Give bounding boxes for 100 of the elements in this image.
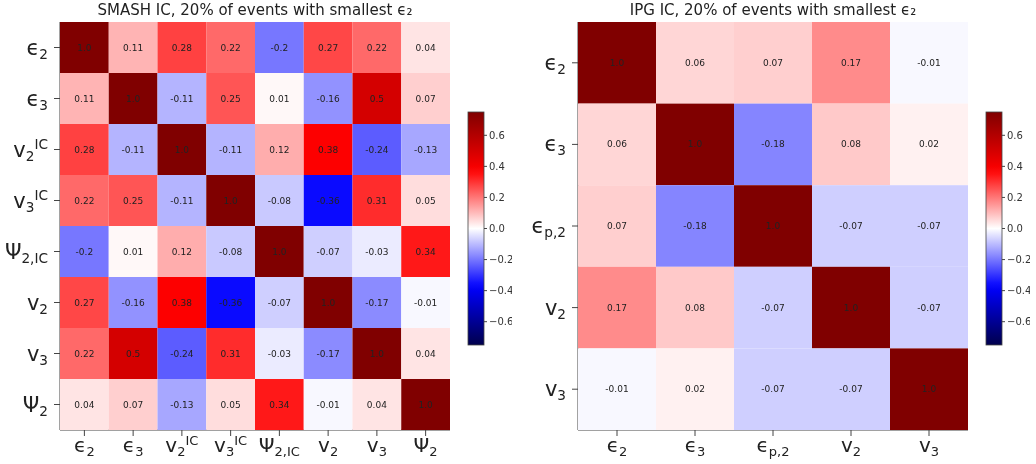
data-label: -0.03 xyxy=(267,348,292,359)
data-label: 0.07 xyxy=(415,93,436,104)
data-label: -0.16 xyxy=(316,93,341,104)
data-label: -0.17 xyxy=(316,348,340,359)
color-bar-label: −0.4 xyxy=(489,285,514,297)
data-label: 0.04 xyxy=(366,399,388,410)
data-label: -0.13 xyxy=(170,399,194,410)
data-label: -0.07 xyxy=(839,221,863,231)
data-label: -0.24 xyxy=(170,348,194,359)
data-label: 1.0 xyxy=(765,221,781,231)
y-tick-label: v$_{3}$ xyxy=(26,341,48,368)
data-label: -0.07 xyxy=(316,246,340,257)
data-label: 0.22 xyxy=(366,42,387,53)
data-label: 0.28 xyxy=(74,144,95,155)
data-label: 0.17 xyxy=(606,302,628,313)
data-label: 0.06 xyxy=(606,139,628,150)
data-label: 0.31 xyxy=(220,348,241,359)
data-label: 0.12 xyxy=(269,144,290,155)
data-label: -0.36 xyxy=(218,297,243,308)
data-label: -0.18 xyxy=(683,221,707,231)
y-tick-label: ϵ$_{2}$ xyxy=(544,50,566,77)
data-label: 0.27 xyxy=(74,297,95,308)
y-tick-label: Ψ$_{2,IC}$ xyxy=(4,239,48,266)
y-tick-label: v$_{2}$ xyxy=(544,295,566,322)
data-label: 1.0 xyxy=(77,42,92,53)
color-bar-label: −0.2 xyxy=(1007,254,1032,266)
color-bar-label: −0.2 xyxy=(489,254,514,266)
data-label: 0.22 xyxy=(74,195,95,206)
chart-title: SMASH IC, 20% of events with smallest ϵ₂ xyxy=(96,0,414,20)
data-label: 0.31 xyxy=(366,195,387,206)
data-label: -0.11 xyxy=(218,144,243,155)
data-label: 0.06 xyxy=(684,57,706,68)
x-tick-label: ϵ$_{3}$ xyxy=(684,433,706,459)
data-label: 0.04 xyxy=(415,42,436,53)
data-label: -0.03 xyxy=(365,246,389,257)
data-label: 0.5 xyxy=(369,93,385,104)
y-tick-label: ϵ$_{p,2}$ xyxy=(531,214,566,241)
data-label: 0.27 xyxy=(318,42,339,53)
data-label: 0.5 xyxy=(125,348,141,359)
data-label: -0.01 xyxy=(917,57,941,68)
color-bar-label: 0.2 xyxy=(489,191,505,203)
data-label: -0.07 xyxy=(761,384,785,395)
color-bar-label: −0.6 xyxy=(1007,316,1032,328)
x-tick-label: ϵ$_{p,2}$ xyxy=(756,433,790,459)
chart-title: IPG IC, 20% of events with smallest ϵ₂ xyxy=(628,0,918,20)
color-bar-label: −0.4 xyxy=(1007,285,1032,297)
data-label: 0.05 xyxy=(415,195,436,206)
data-label: 0.34 xyxy=(415,246,436,257)
data-label: 0.38 xyxy=(171,297,193,308)
data-label: 0.22 xyxy=(220,42,241,53)
data-label: 0.38 xyxy=(318,144,339,155)
data-label: -0.2 xyxy=(75,246,94,257)
data-label: 0.07 xyxy=(123,399,144,410)
data-label: 1.0 xyxy=(369,348,385,359)
data-label: -0.07 xyxy=(267,297,292,308)
x-tick-label: Ψ$_{2}$ xyxy=(413,433,438,459)
x-tick-label: v$_{3}$ xyxy=(918,433,940,459)
data-label: -0.36 xyxy=(316,195,341,206)
data-label: -0.2 xyxy=(270,42,289,53)
color-bar-label: −0.6 xyxy=(489,316,514,328)
color-bar-label: 0.2 xyxy=(1007,191,1023,203)
data-label: 0.07 xyxy=(606,221,628,231)
data-label: 0.01 xyxy=(123,246,144,257)
data-label: 0.04 xyxy=(74,399,95,410)
data-label: -0.11 xyxy=(121,144,145,155)
data-label: 0.01 xyxy=(269,93,290,104)
data-label: 0.17 xyxy=(840,57,862,68)
data-label: -0.01 xyxy=(316,399,340,410)
y-tick-label: ϵ$_{2}$ xyxy=(26,35,48,62)
data-label: 0.08 xyxy=(684,302,706,313)
data-label: 0.25 xyxy=(220,93,241,104)
y-tick-label: v$_{3}$ xyxy=(544,377,566,404)
color-bar-label: 0.6 xyxy=(1007,129,1023,141)
data-label: 1.0 xyxy=(174,144,190,155)
data-label: -0.18 xyxy=(761,139,785,150)
data-label: 1.0 xyxy=(125,93,141,104)
data-label: 0.05 xyxy=(220,399,241,410)
y-tick-label: v$_{2}$ xyxy=(26,290,48,317)
data-label: 0.07 xyxy=(762,57,784,68)
data-label: -0.08 xyxy=(267,195,292,206)
x-tick-label: v$_{3}$ xyxy=(366,433,387,459)
color-bar-label: 0.4 xyxy=(489,160,505,172)
data-label: -0.11 xyxy=(170,93,194,104)
data-label: 1.0 xyxy=(272,246,287,257)
data-label: 1.0 xyxy=(320,297,336,308)
data-label: 1.0 xyxy=(418,399,434,410)
data-label: -0.11 xyxy=(170,195,194,206)
data-label: 0.34 xyxy=(269,399,290,410)
data-label: -0.01 xyxy=(605,384,629,395)
data-label: 0.11 xyxy=(123,42,144,53)
y-tick-label: ϵ$_{3}$ xyxy=(26,86,48,113)
data-label: 1.0 xyxy=(609,57,625,68)
x-tick-label: ϵ$_{2}$ xyxy=(606,433,628,459)
data-label: -0.07 xyxy=(917,221,941,231)
data-label: -0.17 xyxy=(365,297,389,308)
data-label: 0.12 xyxy=(171,246,192,257)
data-label: -0.24 xyxy=(365,144,389,155)
data-label: 0.04 xyxy=(415,348,436,359)
data-label: -0.13 xyxy=(413,144,438,155)
y-tick-label: ϵ$_{3}$ xyxy=(544,132,566,159)
